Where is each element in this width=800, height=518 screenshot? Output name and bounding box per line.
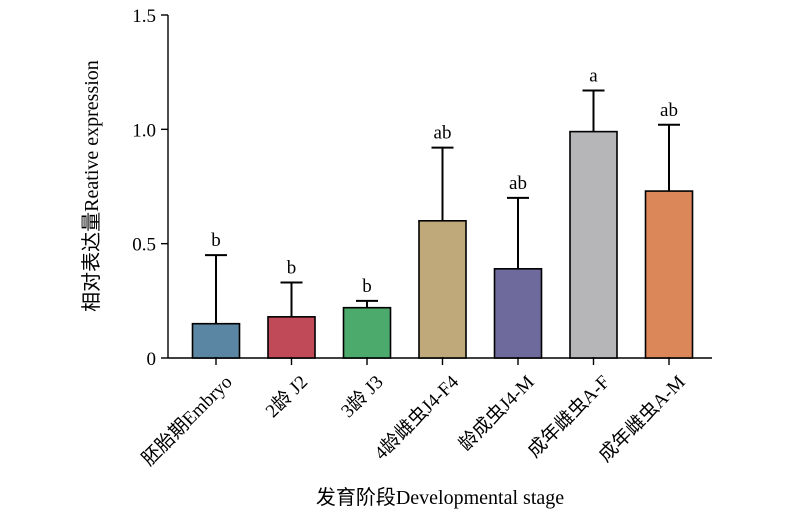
bar: [569, 130, 618, 359]
y-tick-label: 1.0: [132, 120, 156, 141]
category-label: 胚胎期Embryo: [137, 371, 236, 470]
x-axis-title: 发育阶段Developmental stage: [316, 486, 564, 509]
category-labels: 胚胎期Embryo 2龄 J2 3龄 J34龄雌虫J4-F4龄成虫J4-M成年雌虫A…: [137, 371, 689, 470]
significance-label: ab: [660, 100, 678, 121]
bar: [418, 220, 467, 359]
significance-label: b: [287, 258, 297, 279]
bar: [267, 316, 316, 359]
bar: [493, 268, 543, 359]
significance-label: b: [211, 230, 221, 251]
significance-label: ab: [434, 123, 452, 144]
bar: [644, 190, 694, 359]
y-tick-label: 0.5: [132, 235, 156, 256]
y-tick-label: 0: [147, 349, 157, 370]
error-bars: [205, 89, 680, 324]
y-tick-label: 1.5: [132, 6, 156, 27]
bar: [342, 306, 392, 359]
bars: [191, 130, 694, 365]
y-ticks: 0 0.5 1.0 1.5: [132, 6, 168, 370]
significance-labels: b b b ab ab a ab: [211, 65, 678, 296]
category-label: 2龄 J2: [261, 371, 312, 422]
y-axis-title: 相对表达量Reative expression: [80, 60, 103, 312]
category-label: 龄成虫J4-M: [454, 371, 538, 455]
bar: [191, 322, 241, 359]
category-label: 3龄 J3: [337, 371, 388, 422]
significance-label: ab: [509, 173, 527, 194]
significance-label: b: [362, 276, 372, 297]
significance-label: a: [589, 65, 598, 86]
